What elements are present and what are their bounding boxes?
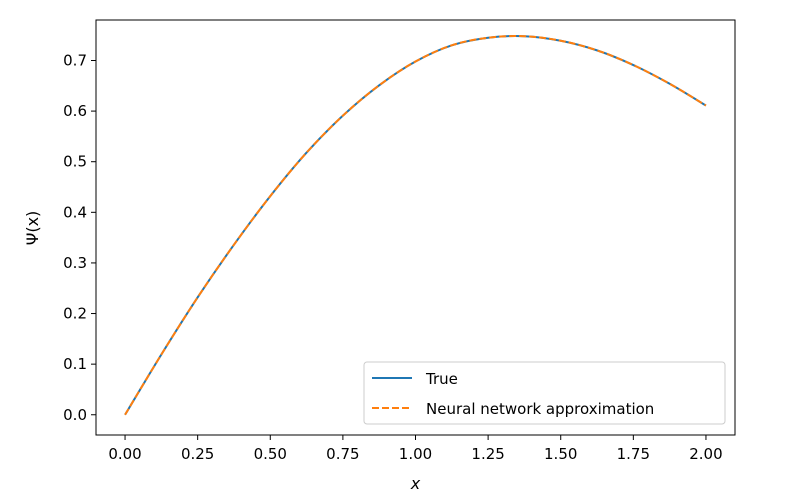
x-axis-label: x: [410, 474, 421, 493]
legend-box: [363, 361, 726, 425]
y-tick-label: 0.5: [63, 153, 87, 171]
y-tick-label: 0.6: [63, 102, 87, 120]
y-axis-label: Ψ(x): [23, 211, 42, 246]
x-tick-label: 1.50: [544, 445, 577, 463]
series-layer: [124, 35, 707, 416]
x-tick-label: 0.25: [181, 445, 214, 463]
y-tick-label: 0.3: [63, 254, 87, 272]
x-tick-label: 2.00: [689, 445, 722, 463]
legend: True Neural network approximation: [363, 361, 726, 425]
x-tick-label: 1.00: [399, 445, 432, 463]
y-tick-label: 0.1: [63, 355, 87, 373]
x-tick-label: 0.75: [326, 445, 359, 463]
y-tick-label: 0.2: [63, 305, 87, 323]
series-line-neural-network: [124, 35, 707, 416]
x-tick-label: 0.50: [254, 445, 287, 463]
x-tick-label: 1.25: [471, 445, 504, 463]
legend-label-neural-network: Neural network approximation: [426, 400, 654, 418]
y-tick-label: 0.0: [63, 406, 87, 424]
x-tick-label: 0.00: [108, 445, 141, 463]
x-ticks: 0.00 0.25 0.50 0.75 1.00 1.25 1.50 1.75 2.00: [108, 435, 723, 463]
x-tick-label: 1.75: [617, 445, 650, 463]
y-ticks: 0.0 0.1 0.2 0.3 0.4 0.5 0.6 0.7: [63, 51, 96, 424]
legend-label-true: True: [425, 370, 458, 388]
y-tick-label: 0.4: [63, 203, 87, 221]
y-tick-label: 0.7: [63, 51, 87, 69]
